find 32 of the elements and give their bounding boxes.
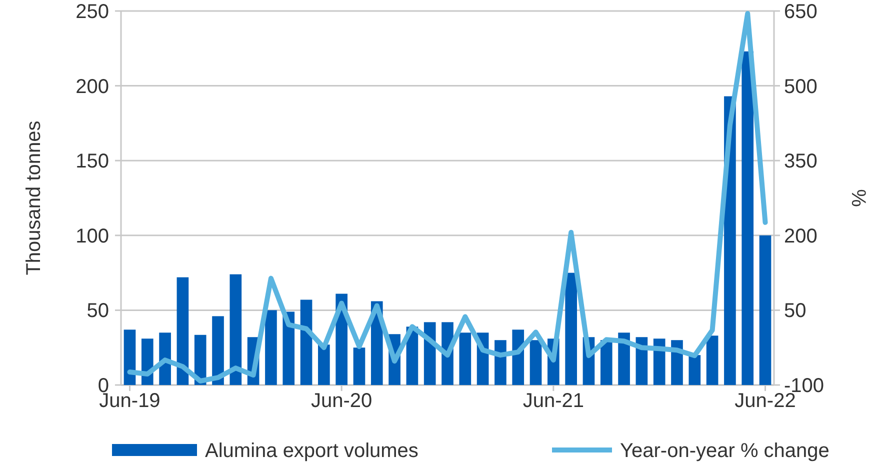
bar	[759, 235, 772, 385]
bar	[300, 300, 312, 385]
bar	[600, 340, 612, 385]
y-axis-title: Thousand tonnes	[23, 120, 45, 276]
y-tick-label: 50	[86, 300, 109, 322]
y-tick-label: 150	[76, 150, 109, 173]
bar	[176, 277, 189, 385]
legend-label: Alumina export volumes	[205, 440, 418, 462]
legend-label: Year-on-year % change	[620, 440, 830, 462]
bar	[459, 332, 472, 385]
bar	[318, 344, 330, 385]
y2-tick-label: 50	[784, 300, 806, 322]
y2-axis-title: %	[847, 189, 869, 208]
bar	[265, 310, 277, 385]
bar	[212, 316, 224, 385]
bar	[688, 355, 701, 385]
bar	[706, 336, 718, 385]
y-tick-label: 250	[76, 1, 109, 23]
bar	[530, 340, 542, 385]
bar	[230, 274, 242, 385]
y2-tick-label: 200	[784, 225, 818, 248]
y2-tick-label: 350	[784, 150, 818, 173]
bar	[565, 272, 577, 385]
bar	[124, 330, 136, 385]
y-tick-label: 100	[76, 225, 109, 248]
bar	[742, 51, 754, 385]
y-tick-label: 200	[76, 76, 109, 98]
y2-tick-label: 500	[784, 76, 818, 98]
y2-tick-label: 650	[784, 1, 818, 23]
bar	[353, 348, 366, 385]
x-tick-label: Jun-20	[311, 390, 372, 412]
x-tick-label: Jun-21	[522, 390, 584, 412]
